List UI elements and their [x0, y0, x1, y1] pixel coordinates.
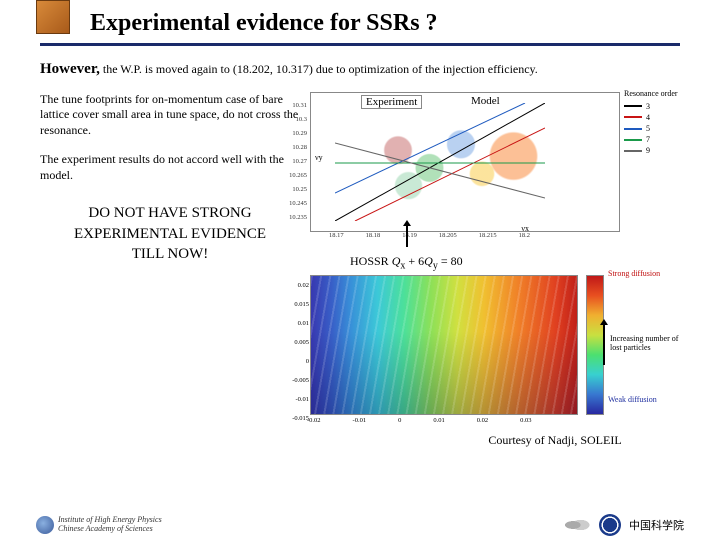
cas-chinese-text: 中国科学院	[629, 517, 684, 533]
courtesy-line: Courtesy of Nadji, SOLEIL	[430, 433, 680, 448]
intro-paragraph: However, the W.P. is moved again to (18.…	[40, 60, 680, 80]
paragraph-1: The tune footprints for on-momentum case…	[40, 92, 300, 139]
paragraph-2: The experiment results do not accord wel…	[40, 152, 300, 183]
nu-y-axis-label: νy	[315, 153, 323, 162]
legend-header: Resonance order	[624, 88, 700, 99]
bot-x-ticks: -0.02-0.01 00.01 0.020.03	[307, 417, 531, 424]
legend-row: 9	[624, 145, 700, 156]
title-underline	[40, 43, 680, 46]
slide-title: Experimental evidence for SSRs ?	[90, 10, 720, 37]
resonance-legend: Resonance order 3 4 5 7 9	[624, 88, 700, 157]
legend-row: 5	[624, 123, 700, 134]
model-label: Model	[471, 95, 500, 107]
tune-space-chart: Experiment Model νy νx 10.3110.3 10.2910…	[310, 92, 620, 232]
right-column: Experiment Model νy νx 10.3110.3 10.2910…	[310, 92, 680, 448]
left-column: The tune footprints for on-momentum case…	[40, 92, 300, 448]
bot-y-ticks: 0.020.015 0.010.005 0-0.005 -0.01-0.015	[287, 276, 309, 428]
legend-row: 7	[624, 134, 700, 145]
emphasis-statement: DO NOT HAVE STRONG EXPERIMENTAL EVIDENCE…	[40, 203, 300, 264]
ihep-logo-icon	[36, 516, 54, 534]
experiment-label: Experiment	[361, 95, 422, 109]
footer: Institute of High Energy Physics Chinese…	[0, 514, 720, 536]
top-x-ticks: 18.1718.18 18.1918.205 18.21518.2	[329, 232, 530, 239]
cas-seal-icon	[599, 514, 621, 536]
slide-header: Experimental evidence for SSRs ?	[0, 0, 720, 46]
top-y-ticks: 10.3110.3 10.2910.28 10.2710.265 10.2510…	[281, 99, 307, 225]
scatter-cloud	[335, 103, 545, 221]
colorbar-arrow-label: Increasing number of lost particles	[610, 335, 680, 353]
diffusion-map-chart: 0.020.015 0.010.005 0-0.005 -0.01-0.015 …	[310, 275, 578, 415]
colorbar	[586, 275, 604, 415]
ihep-affiliation: Institute of High Energy Physics Chinese…	[36, 516, 162, 534]
hossr-arrow	[406, 225, 408, 247]
colorbar-bottom-label: Weak diffusion	[608, 395, 657, 404]
ihep-line2: Chinese Academy of Sciences	[58, 525, 162, 534]
intro-rest: the W.P. is moved again to (18.202, 10.3…	[100, 62, 538, 76]
cas-affiliation: 中国科学院	[565, 514, 684, 536]
slide-content: However, the W.P. is moved again to (18.…	[0, 46, 720, 448]
legend-row: 4	[624, 112, 700, 123]
legend-row: 3	[624, 101, 700, 112]
swirl-icon	[565, 516, 591, 534]
header-ornament	[36, 0, 70, 34]
however-word: However,	[40, 61, 100, 77]
colorbar-top-label: Strong diffusion	[608, 269, 660, 278]
diffusion-streaks	[311, 276, 577, 414]
